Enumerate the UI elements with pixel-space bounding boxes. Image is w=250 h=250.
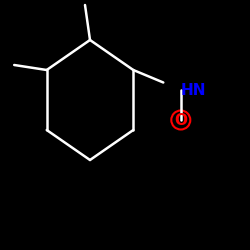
Text: HN: HN: [181, 82, 206, 98]
Text: O: O: [174, 112, 187, 128]
